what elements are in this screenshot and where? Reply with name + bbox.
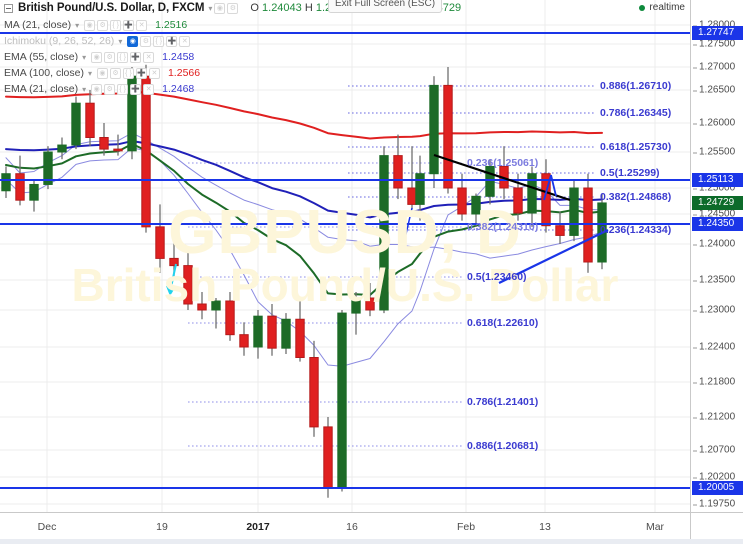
fib-level-label: 0.5(1.23460) — [467, 271, 527, 283]
price-tick-label: 1.26000 — [693, 118, 735, 129]
tick-mark — [693, 25, 697, 26]
status-dot-icon — [639, 4, 646, 11]
time-tick-label: 19 — [156, 521, 168, 533]
tick-mark — [693, 123, 697, 124]
price-highlight-label[interactable]: 1.24350 — [692, 217, 743, 231]
price-tick-label: 1.25500 — [693, 147, 735, 158]
tick-mark — [693, 188, 697, 189]
tick-mark — [693, 44, 697, 45]
time-tick-label: 16 — [346, 521, 358, 533]
price-highlight-label[interactable]: 1.24729 — [692, 196, 743, 210]
tick-mark — [693, 417, 697, 418]
tick-mark — [693, 90, 697, 91]
tick-mark — [693, 310, 697, 311]
tick-mark — [693, 214, 697, 215]
fib-level-label: 0.382(1.24310) — [467, 221, 539, 233]
price-tick-label: 1.20200 — [693, 472, 735, 483]
axis-corner — [690, 512, 743, 544]
fib-level-label: 0.236(1.24334) — [600, 224, 672, 236]
tick-mark — [693, 152, 697, 153]
bottom-strip — [0, 539, 743, 544]
fib-level-label: 0.786(1.26345) — [600, 107, 672, 119]
exit-fullscreen-button[interactable]: Exit Full Screen (ESC) — [328, 0, 443, 13]
price-tick-label: 1.23000 — [693, 305, 735, 316]
moving-average-lines — [5, 90, 603, 296]
tick-mark — [693, 347, 697, 348]
time-tick-label: Feb — [456, 521, 476, 533]
price-tick-label: 1.27500 — [693, 39, 735, 50]
time-tick-label: 13 — [539, 521, 551, 533]
fib-level-label: 0.236(1.25061) — [467, 157, 539, 169]
time-tick-label: 2017 — [246, 521, 270, 533]
realtime-status: realtime — [639, 2, 685, 13]
tick-mark — [693, 477, 697, 478]
price-tick-label: 1.21800 — [693, 377, 735, 388]
price-tick-label: 1.24500 — [693, 209, 735, 220]
fib-level-label: 0.5(1.25299) — [600, 167, 660, 179]
candlestick-series — [1, 64, 607, 498]
tick-mark — [693, 450, 697, 451]
tick-mark — [693, 504, 697, 505]
tick-mark — [693, 244, 697, 245]
fib-level-label: 0.786(1.21401) — [467, 396, 539, 408]
price-tick-label: 1.23500 — [693, 275, 735, 286]
price-tick-label: 1.19750 — [693, 499, 735, 510]
price-tick-label: 1.27000 — [693, 62, 735, 73]
price-tick-label: 1.28000 — [693, 20, 735, 31]
tick-mark — [693, 67, 697, 68]
horizontal-rays — [0, 32, 690, 489]
price-axis[interactable]: 1.28000 1.27747 1.27500 1.27000 1.26500 1.260… — [690, 0, 743, 512]
price-highlight-label[interactable]: 1.27747 — [692, 26, 743, 40]
fib-level-label: 0.618(1.22610) — [467, 317, 539, 329]
fib-level-label: 0.618(1.25730) — [600, 141, 672, 153]
price-highlight-label[interactable]: 1.25113 — [692, 173, 743, 187]
arrow-marker — [166, 263, 177, 296]
realtime-label: realtime — [649, 2, 685, 13]
price-tick-label: 1.25000 — [693, 183, 735, 194]
tick-mark — [693, 382, 697, 383]
price-tick-label: 1.26500 — [693, 85, 735, 96]
time-tick-label: Mar — [645, 521, 665, 533]
price-tick-label: 1.22400 — [693, 342, 735, 353]
fib-level-label: 0.886(1.20681) — [467, 440, 539, 452]
price-highlight-label[interactable]: 1.20005 — [692, 481, 743, 495]
price-tick-label: 1.20700 — [693, 445, 735, 456]
fib-level-label: 0.886(1.26710) — [600, 80, 672, 92]
time-axis[interactable]: Dec 19 2017 16 Feb 13 Mar — [0, 512, 690, 544]
fibonacci-levels — [188, 85, 596, 447]
time-tick-label: Dec — [37, 521, 57, 533]
price-tick-label: 1.21200 — [693, 412, 735, 423]
tick-mark — [693, 280, 697, 281]
fib-level-label: 0.382(1.24868) — [600, 191, 672, 203]
price-tick-label: 1.24000 — [693, 239, 735, 250]
trend-lines — [402, 153, 609, 284]
